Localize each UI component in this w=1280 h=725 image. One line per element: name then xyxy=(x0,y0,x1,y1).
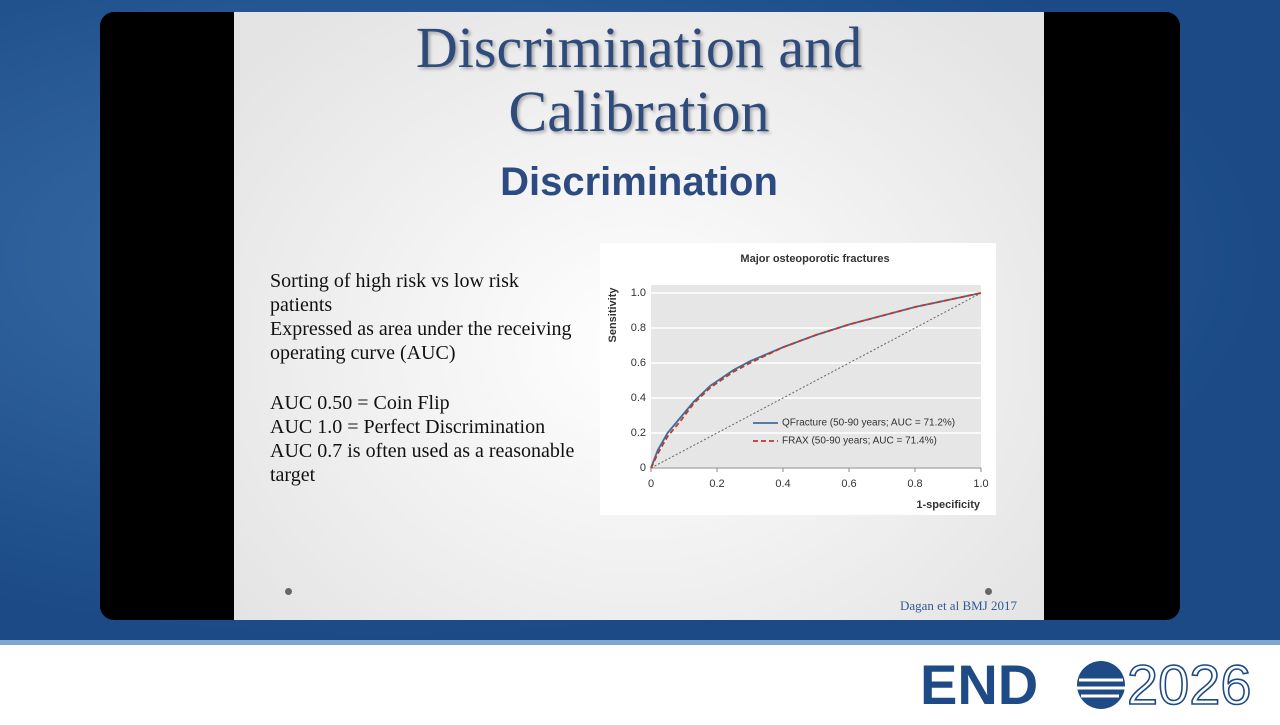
legend-label: QFracture (50-90 years; AUC = 71.2%) xyxy=(782,418,955,429)
y-tick-label: 0.2 xyxy=(631,427,646,439)
x-tick-label: 0.8 xyxy=(907,478,922,490)
y-tick-label: 0 xyxy=(640,462,646,474)
x-tick-label: 0 xyxy=(648,478,654,490)
body-text: AUC 0.7 is often used as a reasonable ta… xyxy=(270,440,575,486)
series-line xyxy=(650,292,982,469)
y-tick-label: 1.0 xyxy=(631,287,646,299)
y-axis-label: Sensitivity xyxy=(607,287,619,343)
chart: Major osteoporotic fractures 1-specifici… xyxy=(600,243,996,515)
legend-label: FRAX (50-90 years; AUC = 71.4%) xyxy=(782,436,937,447)
slide-dot xyxy=(285,588,292,595)
x-tick-label: 0.4 xyxy=(775,478,790,490)
logo-text: END xyxy=(920,653,1038,716)
logo-globe-lines xyxy=(1077,678,1125,698)
logo: END 2026 xyxy=(920,652,1252,717)
x-axis-label: 1-specificity xyxy=(916,499,980,511)
y-tick-label: 0.6 xyxy=(631,357,646,369)
x-tick-label: 0.6 xyxy=(841,478,856,490)
body-text: Expressed as area under the receiving op… xyxy=(270,318,572,364)
slide-subtitle: Discrimination xyxy=(500,160,778,204)
slide-title: Calibration xyxy=(508,79,770,144)
citation: Dagan et al BMJ 2017 xyxy=(900,598,1017,613)
plot-area xyxy=(651,285,981,468)
footer-band xyxy=(0,640,1280,725)
logo-text: 2026 xyxy=(1127,653,1252,716)
x-tick-label: 0.2 xyxy=(709,478,724,490)
body-text: AUC 0.50 = Coin Flip xyxy=(270,392,450,414)
slide-dot xyxy=(985,588,992,595)
y-tick-label: 0.8 xyxy=(631,322,646,334)
series-line xyxy=(650,292,982,469)
chart-title: Major osteoporotic fractures xyxy=(740,253,889,265)
slide-title: Discrimination and xyxy=(415,15,863,80)
body-text: Sorting of high risk vs low risk patient… xyxy=(270,270,519,316)
logo-globe xyxy=(1077,661,1125,709)
y-tick-label: 0.4 xyxy=(631,392,646,404)
x-tick-label: 1.0 xyxy=(973,478,988,490)
body-text: AUC 1.0 = Perfect Discrimination xyxy=(270,416,546,438)
